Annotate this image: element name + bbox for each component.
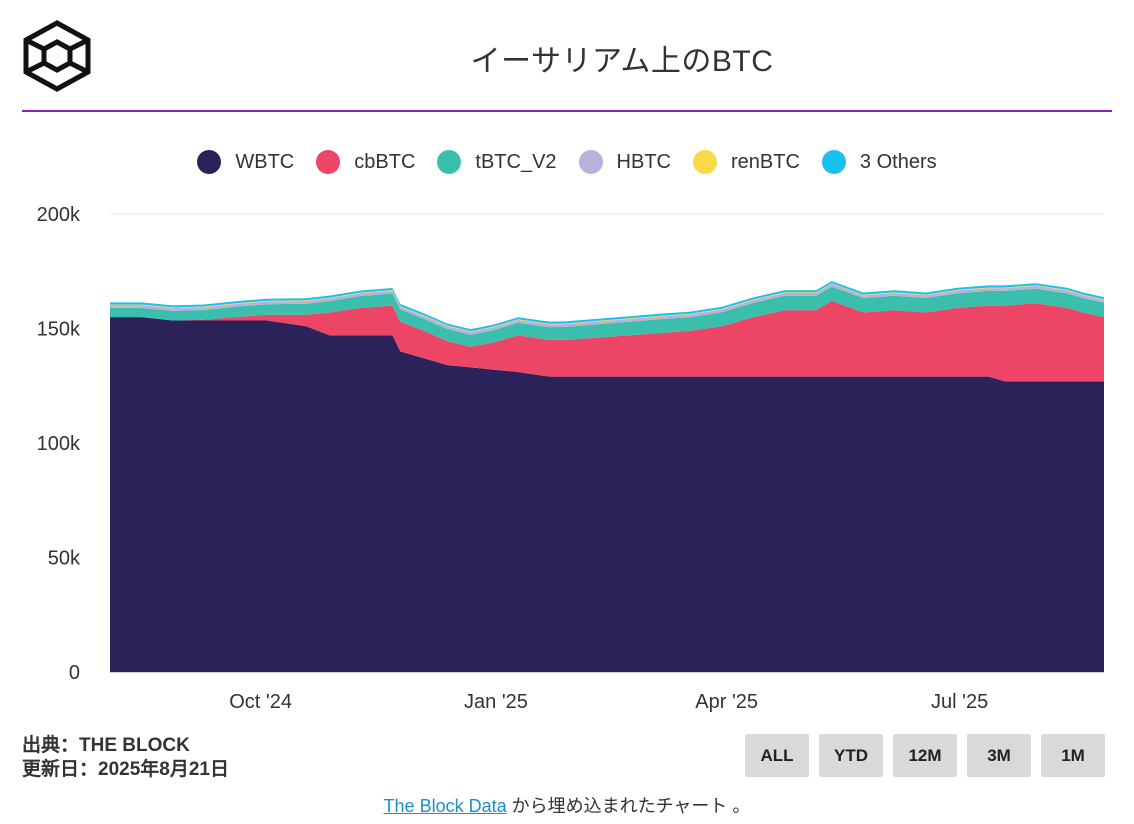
x-tick-label: Jan '25 — [464, 691, 528, 713]
source-line: 出典：THE BLOCK — [22, 735, 190, 756]
legend-item-hbtc[interactable]: HBTC — [578, 150, 671, 174]
chart-title: イーサリアム上のBTC — [470, 45, 774, 78]
y-tick-label: 0 — [69, 662, 80, 684]
y-tick-label: 150k — [37, 319, 81, 341]
legend-label-cbbtc: cbBTC — [354, 150, 416, 173]
updated-line: 更新日：2025年8月21日 — [22, 759, 229, 780]
legend-label-others: 3 Others — [859, 150, 937, 173]
range-buttons: ALL YTD 12M 3M 1M — [745, 734, 1105, 777]
legend-item-cbbtc[interactable]: cbBTC — [316, 150, 415, 174]
range-ytd-button[interactable]: YTD — [819, 734, 883, 777]
area-hbtc — [110, 283, 1104, 335]
x-tick-label: Oct '24 — [229, 691, 292, 713]
the-block-data-link[interactable]: The Block Data — [383, 796, 507, 816]
legend-item-renbtc[interactable]: renBTC — [693, 150, 800, 174]
area-3-others — [110, 281, 1104, 332]
range-12m-button[interactable]: 12M — [893, 734, 957, 777]
legend-dot-hbtc — [578, 150, 603, 174]
range-1m-button[interactable]: 1M — [1041, 734, 1105, 777]
area-cbbtc — [110, 301, 1104, 382]
legend-dot-others — [821, 150, 846, 174]
area-tbtc-v2 — [110, 286, 1104, 347]
range-3m-button[interactable]: 3M — [967, 734, 1031, 777]
the-block-logo-icon — [23, 20, 91, 92]
legend-dot-renbtc — [693, 150, 717, 174]
legend-item-wbtc[interactable]: WBTC — [197, 150, 294, 174]
legend-label-renbtc: renBTC — [731, 150, 800, 173]
stacked-area-chart[interactable]: 0 50k 100k 150k 200k Oct '24 Jan '25 Apr '25 Jul… — [0, 195, 1134, 720]
source-info: 出典：THE BLOCK 更新日：2025年8月21日 — [22, 734, 229, 782]
legend: WBTC cbBTC tBTC_V2 HBTC renBTC 3 Others — [0, 150, 1134, 174]
legend-label-tbtc-v2: tBTC_V2 — [475, 150, 557, 173]
legend-dot-cbbtc — [316, 150, 341, 174]
y-tick-label: 100k — [37, 433, 81, 455]
embed-note: The Block Data から埋め込まれたチャート 。 — [0, 792, 1134, 818]
header-divider — [22, 110, 1112, 112]
legend-label-hbtc: HBTC — [616, 150, 671, 173]
x-tick-label: Apr '25 — [695, 691, 758, 713]
x-tick-label: Jul '25 — [931, 691, 988, 713]
range-all-button[interactable]: ALL — [745, 734, 809, 777]
legend-label-wbtc: WBTC — [235, 150, 295, 173]
legend-item-others[interactable]: 3 Others — [821, 150, 937, 174]
legend-item-tbtc-v2[interactable]: tBTC_V2 — [437, 150, 557, 174]
area-renbtc — [110, 283, 1104, 332]
y-tick-label: 50k — [48, 548, 81, 570]
y-tick-label: 200k — [37, 204, 81, 226]
area-wbtc — [110, 317, 1104, 672]
legend-dot-tbtc-v2 — [437, 150, 462, 174]
legend-dot-wbtc — [197, 150, 222, 174]
embed-text: から埋め込まれたチャート 。 — [506, 796, 751, 816]
